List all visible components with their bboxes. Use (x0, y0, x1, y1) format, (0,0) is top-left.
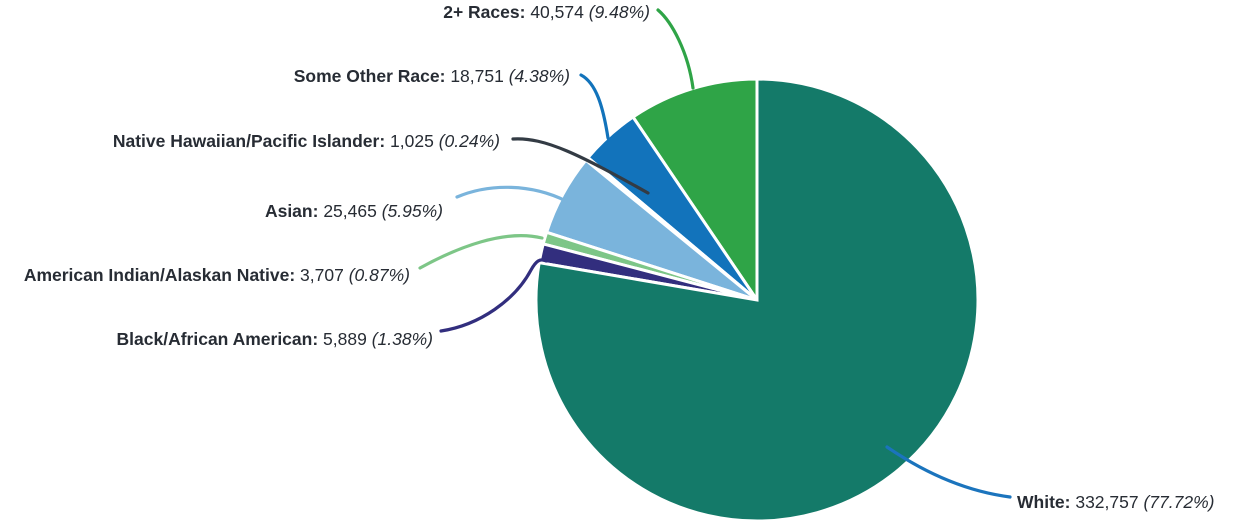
slice-label: White: (1017, 492, 1071, 512)
pie-slice-white (534, 77, 980, 523)
slice-percent: (9.48%) (588, 2, 650, 22)
slice-value: 3,707 (300, 265, 344, 285)
slice-percent: (5.95%) (381, 201, 443, 221)
slice-value: 1,025 (390, 131, 434, 151)
slice-value: 25,465 (323, 201, 377, 221)
leader-line-black-african-american (439, 258, 548, 333)
callout-native-hawaiian-pacific-islander: Native Hawaiian/Pacific Islander: 1,025 … (113, 131, 500, 152)
leader-line-american-indian-alaskan-native (418, 234, 544, 270)
callout-asian: Asian: 25,465 (5.95%) (265, 201, 443, 222)
slice-label: Some Other Race: (293, 66, 446, 86)
slice-value: 5,889 (323, 329, 367, 349)
slice-percent: (1.38%) (371, 329, 433, 349)
leader-lines (418, 8, 1012, 499)
leader-line-white (885, 445, 1012, 499)
leader-line-some-other-race (579, 73, 610, 140)
callout-some-other-race: Some Other Race: 18,751 (4.38%) (294, 66, 570, 87)
callout-american-indian-alaskan-native: American Indian/Alaskan Native: 3,707 (0… (24, 265, 410, 286)
slice-label: Asian: (264, 201, 319, 221)
callout-white: White: 332,757 (77.72%) (1017, 492, 1215, 513)
pie-slices (534, 77, 980, 523)
leader-line-asian (455, 185, 568, 203)
callout-black-african-american: Black/African American: 5,889 (1.38%) (117, 329, 433, 350)
slice-percent: (0.24%) (438, 131, 500, 151)
slice-value: 332,757 (1075, 492, 1139, 512)
leader-line-native-hawaiian-pacific-islander (511, 137, 650, 195)
slice-label: 2+ Races: (443, 2, 526, 22)
leader-line-two-plus-races (656, 8, 695, 90)
slice-percent: (77.72%) (1143, 492, 1215, 512)
slice-value: 40,574 (530, 2, 584, 22)
slice-label: Black/African American: (116, 329, 319, 349)
slice-label: Native Hawaiian/Pacific Islander: (112, 131, 386, 151)
slice-percent: (0.87%) (348, 265, 410, 285)
callout-two-plus-races: 2+ Races: 40,574 (9.48%) (443, 2, 650, 23)
slice-percent: (4.38%) (508, 66, 570, 86)
slice-label: American Indian/Alaskan Native: (23, 265, 296, 285)
slice-value: 18,751 (450, 66, 504, 86)
